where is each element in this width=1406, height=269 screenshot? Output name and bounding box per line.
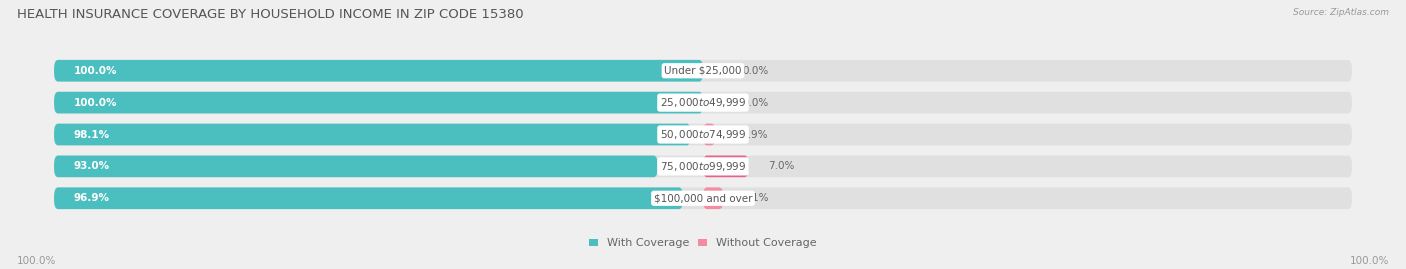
Text: 100.0%: 100.0%	[17, 256, 56, 266]
FancyBboxPatch shape	[703, 187, 723, 209]
FancyBboxPatch shape	[53, 155, 658, 177]
Text: 98.1%: 98.1%	[73, 129, 110, 140]
FancyBboxPatch shape	[703, 124, 716, 145]
Text: 0.0%: 0.0%	[742, 66, 768, 76]
Text: 100.0%: 100.0%	[73, 66, 117, 76]
Text: 0.0%: 0.0%	[742, 98, 768, 108]
Text: $50,000 to $74,999: $50,000 to $74,999	[659, 128, 747, 141]
Text: HEALTH INSURANCE COVERAGE BY HOUSEHOLD INCOME IN ZIP CODE 15380: HEALTH INSURANCE COVERAGE BY HOUSEHOLD I…	[17, 8, 523, 21]
FancyBboxPatch shape	[53, 187, 683, 209]
FancyBboxPatch shape	[53, 155, 1353, 177]
Text: $25,000 to $49,999: $25,000 to $49,999	[659, 96, 747, 109]
FancyBboxPatch shape	[53, 92, 703, 114]
FancyBboxPatch shape	[53, 187, 1353, 209]
Text: $75,000 to $99,999: $75,000 to $99,999	[659, 160, 747, 173]
FancyBboxPatch shape	[703, 155, 748, 177]
Text: 100.0%: 100.0%	[1350, 256, 1389, 266]
Text: $100,000 and over: $100,000 and over	[654, 193, 752, 203]
Text: 100.0%: 100.0%	[73, 98, 117, 108]
FancyBboxPatch shape	[53, 92, 1353, 114]
Text: Under $25,000: Under $25,000	[664, 66, 742, 76]
Text: 7.0%: 7.0%	[768, 161, 794, 171]
FancyBboxPatch shape	[53, 60, 1353, 82]
Legend: With Coverage, Without Coverage: With Coverage, Without Coverage	[585, 234, 821, 253]
Text: 93.0%: 93.0%	[73, 161, 110, 171]
FancyBboxPatch shape	[53, 60, 703, 82]
FancyBboxPatch shape	[53, 124, 690, 145]
Text: 96.9%: 96.9%	[73, 193, 110, 203]
FancyBboxPatch shape	[53, 124, 1353, 145]
Text: Source: ZipAtlas.com: Source: ZipAtlas.com	[1294, 8, 1389, 17]
Text: 1.9%: 1.9%	[742, 129, 769, 140]
Text: 3.1%: 3.1%	[742, 193, 769, 203]
